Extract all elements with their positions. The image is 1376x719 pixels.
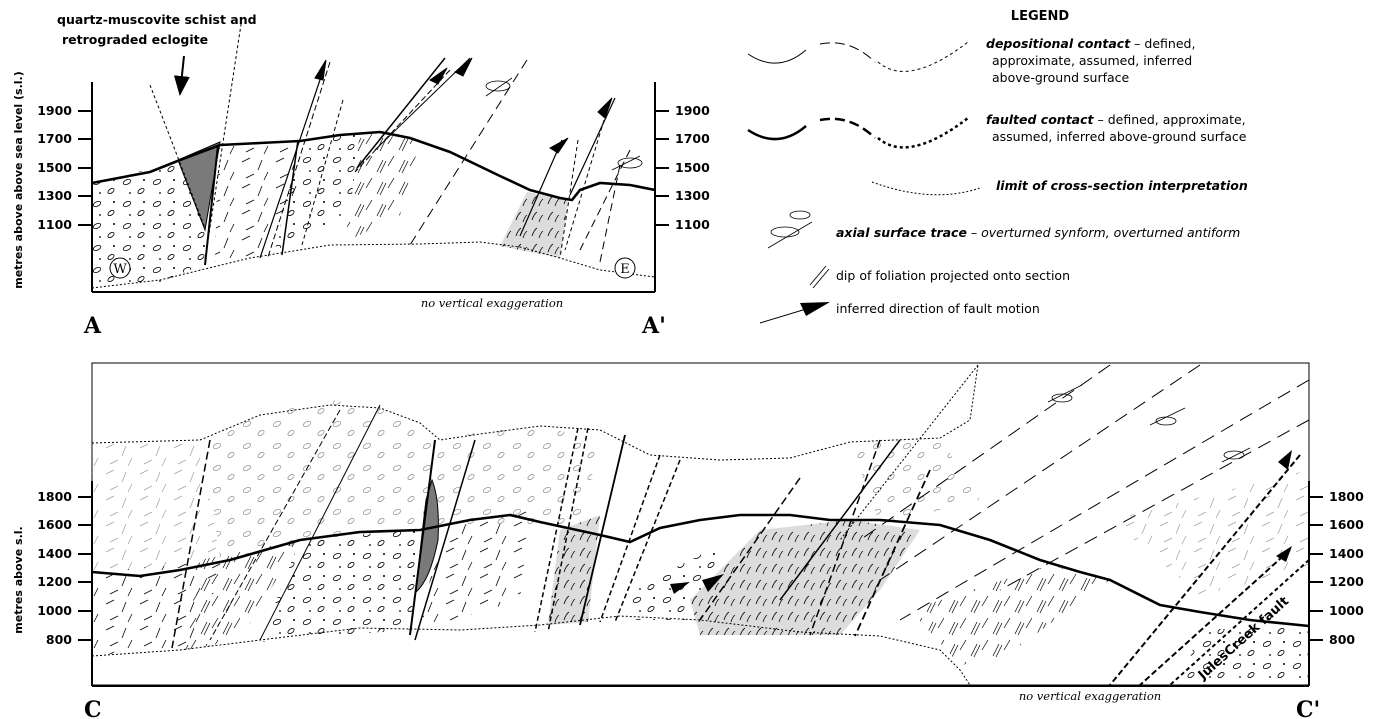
note-bottom: no vertical exaggeration: [1019, 689, 1161, 703]
legend-text: inferred direction of fault motion: [836, 301, 1040, 316]
axial-traces-top: [485, 77, 643, 171]
unit-conglomerate-far-east: [1180, 625, 1309, 685]
y-axis-label-top: metres above above sea level (s.l.): [12, 71, 25, 289]
tick-label-top-right: 1500: [675, 160, 710, 175]
fault-lines-bottom: [171, 364, 1310, 686]
tick-label-bottom-right: 1200: [1329, 574, 1364, 589]
callout-text: retrograded eclogite: [62, 32, 208, 47]
tick-label-top-left: 1900: [37, 103, 72, 118]
legend-faulted-contact-symbol: [747, 125, 807, 141]
ticks-top: [78, 110, 669, 226]
tick-label-top-right: 1300: [675, 188, 710, 203]
unit-leaf-central: [690, 520, 920, 635]
tick-label-bottom-right: 1800: [1329, 489, 1364, 504]
unit-foliated-west: [185, 540, 300, 650]
unit-dashes-west: [92, 560, 230, 655]
unit-leaf-grey: [500, 192, 568, 258]
end-label-a-prime: A': [641, 313, 666, 339]
unit-projected-dashes-grey-east: [1110, 470, 1309, 595]
section-a-a: 1900 1700 1500 1300 1100 1900 1700 1500 …: [12, 12, 710, 339]
legend-text: above-ground surface: [992, 70, 1130, 85]
legend-depositional-contact-dashed: [819, 42, 876, 63]
unit-conglomerate-central: [260, 530, 420, 642]
unit-conglomerate-west: [92, 150, 210, 288]
legend-axial-trace-icon: [767, 210, 813, 249]
end-label-c: C: [84, 697, 102, 719]
legend-text: dip of foliation projected onto section: [836, 268, 1070, 283]
unit-eclogite-dark: [177, 141, 221, 232]
ground-surface-top: [91, 130, 656, 202]
tick-label-top-left: 1500: [37, 160, 72, 175]
axial-traces-bottom: [1047, 384, 1251, 463]
tick-label-top-left: 1300: [37, 188, 72, 203]
unit-dashes-central: [420, 510, 530, 630]
unit-projected-ovals-grey-east: [850, 438, 980, 525]
legend-term: faulted contact: [986, 112, 1095, 127]
legend-fault-motion-icon: [759, 302, 830, 324]
tick-label-top-right: 1100: [675, 217, 710, 232]
legend: LEGEND depositional contact – defined, a…: [747, 9, 1248, 324]
legend-depositional-contact-dotted: [877, 41, 969, 72]
fault-motion-arrows-bottom: [670, 450, 1292, 594]
legend-item-label: depositional contact – defined,: [986, 36, 1195, 51]
ground-surface-bottom: [91, 513, 1310, 628]
tick-label-bottom-right: 1000: [1329, 603, 1364, 618]
legend-title: LEGEND: [1011, 9, 1070, 24]
end-label-a: A: [83, 313, 102, 339]
callout-arrow: [173, 55, 190, 96]
tick-label-bottom-left: 1200: [37, 574, 72, 589]
end-label-c-prime: C': [1296, 697, 1320, 719]
legend-text: assumed, inferred above-ground surface: [992, 129, 1247, 144]
tick-label-top-right: 1700: [675, 131, 710, 146]
tick-label-bottom-right: 1400: [1329, 546, 1364, 561]
tick-label-bottom-left: 1000: [37, 603, 72, 618]
west-label: W: [113, 262, 127, 277]
unit-foliated-east: [910, 565, 1110, 665]
legend-text: approximate, assumed, inferred: [992, 53, 1192, 68]
tick-label-bottom-right: 800: [1329, 632, 1355, 647]
legend-term: axial surface trace: [836, 225, 967, 240]
legend-faulted-contact-dashed: [819, 117, 876, 139]
tick-label-bottom-left: 1400: [37, 546, 72, 561]
tick-label-bottom-right: 1600: [1329, 517, 1364, 532]
legend-depositional-contact-symbol: [747, 49, 807, 64]
fault-motion-arrows-top: [314, 57, 613, 154]
callout-text: quartz-muscovite schist and: [57, 12, 257, 27]
unit-projected-dashes-grey: [92, 440, 220, 572]
legend-text: – defined,: [1130, 36, 1195, 51]
legend-text: – overturned synform, overturned antifor…: [967, 225, 1240, 240]
section-c-c: 1800 1600 1400 1200 1000 800 1800 1600 1…: [12, 362, 1364, 719]
legend-foliation-icon: [809, 265, 830, 289]
marker-east: E: [614, 257, 636, 279]
interpretation-limit-bottom: [91, 615, 971, 686]
ticks-bottom: [78, 496, 1323, 641]
tick-label-top-left: 1700: [37, 131, 72, 146]
legend-term: limit of cross-section interpretation: [996, 178, 1248, 193]
projection-limit-upper: [91, 364, 979, 461]
note-top: no vertical exaggeration: [421, 296, 563, 310]
tick-label-bottom-left: 800: [46, 632, 72, 647]
tick-label-bottom-left: 1800: [37, 489, 72, 504]
legend-item-label: faulted contact – defined, approximate,: [986, 112, 1246, 127]
legend-term: depositional contact: [986, 36, 1131, 51]
legend-limit-symbol: [871, 181, 981, 196]
legend-text: – defined, approximate,: [1094, 112, 1246, 127]
tick-label-bottom-left: 1600: [37, 517, 72, 532]
tick-label-top-right: 1900: [675, 103, 710, 118]
unit-schist-dashes: [215, 142, 300, 262]
tick-label-top-left: 1100: [37, 217, 72, 232]
y-axis-label-bottom: metres above s.l.: [12, 526, 25, 633]
legend-faulted-contact-dotted: [877, 117, 969, 149]
marker-west: W: [109, 257, 131, 279]
east-label: E: [620, 262, 630, 277]
legend-item-label: axial surface trace – overturned synform…: [836, 225, 1240, 240]
